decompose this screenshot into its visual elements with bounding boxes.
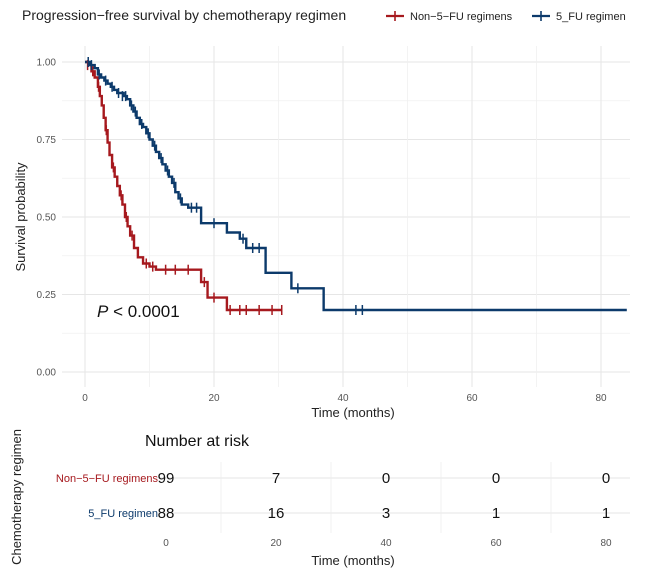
- censor-marks: [86, 57, 364, 315]
- legend-label: Non−5−FU regimens: [410, 11, 513, 23]
- y-axis-ticks: 0.00 0.25 0.50 0.75 1.00: [37, 58, 57, 379]
- risk-table-x-ticks: 0 20 40 60 80: [163, 538, 612, 549]
- y-axis-title: Survival probability: [13, 162, 28, 272]
- legend-item-non5fu[interactable]: Non−5−FU regimens: [386, 11, 513, 23]
- risk-count: 0: [382, 470, 390, 487]
- risk-count: 99: [158, 470, 175, 487]
- risk-count: 16: [268, 505, 285, 522]
- risk-x-tick-label: 40: [380, 538, 392, 549]
- risk-table: Number at risk Non−5−FU regimens 5_FU re…: [9, 429, 630, 568]
- survival-curves: [85, 60, 627, 312]
- risk-table-grid: [158, 462, 630, 533]
- risk-x-tick-label: 20: [270, 538, 282, 549]
- risk-row-label-5fu: 5_FU regimen: [88, 508, 158, 520]
- survival-curve-fu5: [85, 60, 627, 312]
- risk-count: 0: [492, 470, 500, 487]
- y-tick-label: 0.75: [37, 135, 57, 146]
- risk-y-axis-title: Chemotherapy regimen: [9, 429, 24, 565]
- p-value-symbol: P: [97, 302, 109, 321]
- x-tick-label: 60: [466, 393, 478, 404]
- y-tick-label: 1.00: [37, 58, 57, 69]
- risk-count: 7: [272, 470, 280, 487]
- x-tick-label: 80: [595, 393, 607, 404]
- p-value-text: < 0.0001: [108, 302, 179, 321]
- y-tick-label: 0.25: [37, 290, 57, 301]
- risk-count: 1: [602, 505, 610, 522]
- risk-count: 1: [492, 505, 500, 522]
- risk-x-tick-label: 0: [163, 538, 169, 549]
- risk-x-tick-label: 60: [490, 538, 502, 549]
- risk-row-label-non5fu: Non−5−FU regimens: [56, 473, 159, 485]
- x-tick-label: 0: [82, 393, 88, 404]
- legend-label: 5_FU regimen: [556, 11, 626, 23]
- risk-count: 3: [382, 505, 390, 522]
- survival-curve-non5fu: [85, 60, 282, 312]
- p-value-annotation: P < 0.0001: [97, 302, 180, 321]
- x-axis-ticks: 0 20 40 60 80: [82, 393, 607, 404]
- plot-grid: [62, 46, 630, 387]
- risk-table-title: Number at risk: [145, 433, 250, 450]
- x-tick-label: 40: [337, 393, 349, 404]
- x-axis-title: Time (months): [311, 405, 394, 420]
- y-tick-label: 0.50: [37, 213, 57, 224]
- risk-x-tick-label: 80: [600, 538, 612, 549]
- legend: Progression−free survival by chemotherap…: [22, 7, 626, 23]
- legend-title: Progression−free survival by chemotherap…: [22, 7, 346, 23]
- y-tick-label: 0.00: [37, 368, 57, 379]
- risk-x-axis-title: Time (months): [311, 553, 394, 568]
- risk-table-values: 99 7 0 0 0 88 16 3 1 1: [158, 470, 611, 522]
- risk-count: 0: [602, 470, 610, 487]
- legend-item-5fu[interactable]: 5_FU regimen: [532, 11, 626, 23]
- risk-count: 88: [158, 505, 175, 522]
- x-tick-label: 20: [208, 393, 220, 404]
